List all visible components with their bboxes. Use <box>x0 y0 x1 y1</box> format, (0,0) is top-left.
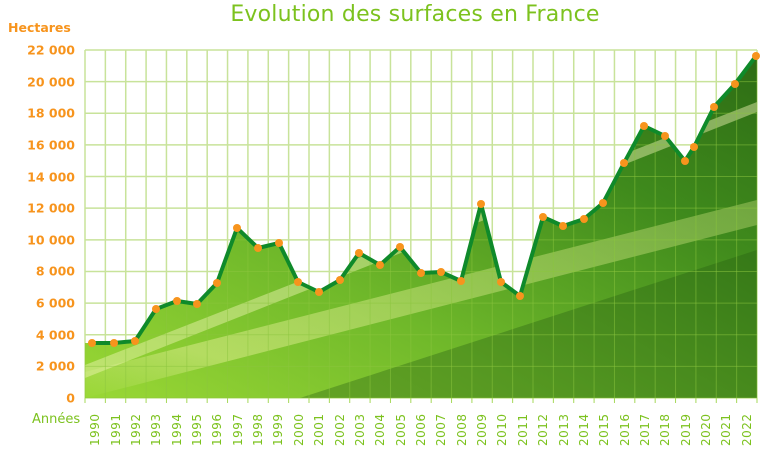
data-point-marker <box>355 249 363 257</box>
x-tick-label: 2002 <box>332 413 347 446</box>
x-tick-label: 2007 <box>434 413 449 446</box>
x-tick-label: 2018 <box>658 413 673 446</box>
y-tick-label: 12 000 <box>27 200 75 216</box>
x-tick-label: 2014 <box>576 413 591 446</box>
y-tick-label: 0 <box>66 390 75 406</box>
chart-title: Evolution des surfaces en France <box>230 2 600 27</box>
data-point-marker <box>661 132 669 140</box>
y-tick-label: 16 000 <box>27 137 75 153</box>
data-point-marker <box>752 52 760 60</box>
y-tick-label: 4 000 <box>35 327 75 343</box>
y-tick-label: 10 000 <box>27 232 75 248</box>
x-tick-label: 2010 <box>495 413 510 446</box>
data-point-marker <box>437 268 445 276</box>
data-point-marker <box>173 297 181 305</box>
x-tick-label: 2016 <box>617 413 632 446</box>
data-point-marker <box>640 122 648 130</box>
data-point-marker <box>294 278 302 286</box>
data-point-marker <box>110 339 118 347</box>
x-tick-label: 2003 <box>352 413 367 446</box>
data-point-marker <box>254 244 262 252</box>
x-tick-label: 2006 <box>414 413 428 446</box>
x-tick-label: 2008 <box>454 413 469 446</box>
data-point-marker <box>233 224 241 232</box>
x-tick-label: 1990 <box>88 413 103 446</box>
y-axis-title: Hectares <box>8 20 71 35</box>
data-point-marker <box>315 288 323 296</box>
x-tick-label: 2000 <box>291 413 306 446</box>
data-point-marker <box>376 261 384 269</box>
data-point-marker <box>88 339 96 347</box>
x-tick-label: 2013 <box>556 413 571 446</box>
data-point-marker <box>457 277 465 285</box>
x-tick-label: 2017 <box>638 413 652 446</box>
data-point-marker <box>131 337 139 345</box>
x-tick-label: 2011 <box>515 413 530 446</box>
data-point-marker <box>193 300 201 308</box>
data-point-marker <box>417 269 425 277</box>
x-axis-title: Années <box>32 412 81 427</box>
x-tick-label: 2020 <box>699 413 714 446</box>
data-line <box>92 54 758 345</box>
data-point-marker <box>213 279 221 287</box>
data-point-marker <box>539 213 547 221</box>
data-point-marker <box>396 243 404 251</box>
data-point-marker <box>336 276 344 284</box>
y-tick-label: 14 000 <box>27 169 75 185</box>
x-tick-label: 2001 <box>312 413 327 446</box>
x-tick-label: 1997 <box>230 413 245 446</box>
data-point-marker <box>599 199 607 207</box>
data-markers <box>88 52 760 347</box>
x-tick-label: 2004 <box>373 413 388 446</box>
x-tick-label: 2021 <box>719 413 734 446</box>
y-tick-label: 22 000 <box>27 42 75 58</box>
data-point-marker <box>681 157 689 165</box>
data-point-marker <box>477 200 485 208</box>
x-tick-label: 1992 <box>128 413 143 446</box>
x-tick-label: 2022 <box>739 413 754 446</box>
x-tick-label: 2005 <box>393 413 408 446</box>
data-point-marker <box>620 159 628 167</box>
x-axis-ticks <box>84 398 758 403</box>
data-point-marker <box>275 239 283 247</box>
x-tick-label: 2019 <box>678 413 693 446</box>
x-tick-label: 1996 <box>210 413 225 446</box>
data-point-marker <box>516 292 524 300</box>
y-tick-label: 8 000 <box>35 263 75 279</box>
data-point-marker <box>710 103 718 111</box>
x-tick-label: 2012 <box>536 413 551 446</box>
y-tick-label: 18 000 <box>27 105 75 121</box>
y-tick-label: 20 000 <box>27 74 75 90</box>
x-tick-label: 1995 <box>190 413 204 446</box>
data-point-marker <box>497 278 505 286</box>
data-point-marker <box>690 143 698 151</box>
y-tick-label: 2 000 <box>35 358 75 374</box>
data-point-marker <box>731 80 739 88</box>
y-tick-label: 6 000 <box>35 295 75 311</box>
x-tick-label: 2015 <box>597 413 612 446</box>
data-point-marker <box>580 215 588 223</box>
x-tick-label: 1991 <box>108 413 123 446</box>
x-tick-label: 1993 <box>149 413 164 446</box>
data-point-marker <box>559 222 567 230</box>
data-point-marker <box>152 305 160 313</box>
x-tick-label: 1994 <box>169 413 184 446</box>
x-tick-label: 2009 <box>475 413 490 446</box>
area-fill <box>85 56 757 398</box>
x-tick-label: 1999 <box>271 413 286 446</box>
x-tick-label: 1998 <box>251 413 266 446</box>
